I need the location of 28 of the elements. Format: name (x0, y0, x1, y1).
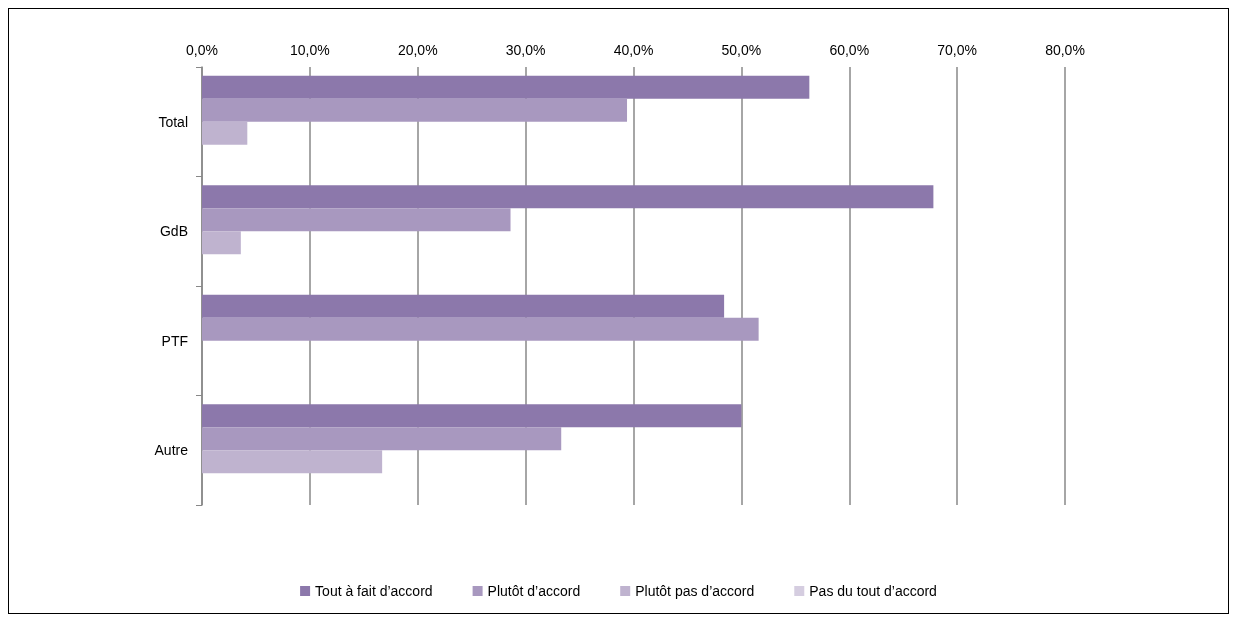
bar (202, 404, 742, 428)
x-tick-label: 30,0% (505, 42, 546, 58)
legend-label: Pas du tout d’accord (809, 583, 937, 599)
y-tick-label: GdB (159, 223, 188, 240)
x-tick-label: 60,0% (829, 42, 870, 58)
y-tick-label: Autre (154, 442, 189, 459)
bar (202, 294, 725, 318)
bar (202, 75, 810, 99)
legend-label: Tout à fait d’accord (315, 583, 433, 599)
bar (202, 427, 562, 451)
x-tick-label: 20,0% (397, 42, 438, 58)
x-tick-label: 50,0% (721, 42, 762, 58)
x-tick-label: 80,0% (1045, 42, 1085, 58)
legend-label: Plutôt d’accord (487, 583, 581, 599)
bar (202, 121, 248, 145)
x-tick-label: 40,0% (613, 42, 654, 58)
legend-label: Plutôt pas d’accord (635, 583, 755, 599)
x-tick-label: 10,0% (290, 42, 330, 58)
y-tick-label: Total (158, 113, 188, 130)
bar (202, 208, 511, 232)
y-tick-label: PTF (161, 332, 188, 349)
bar (202, 450, 383, 474)
bar (202, 317, 759, 341)
x-tick-label: 70,0% (937, 42, 977, 58)
x-tick-label: 0,0% (186, 42, 218, 58)
bar (202, 98, 628, 122)
bar (202, 185, 934, 209)
bar (202, 231, 241, 255)
